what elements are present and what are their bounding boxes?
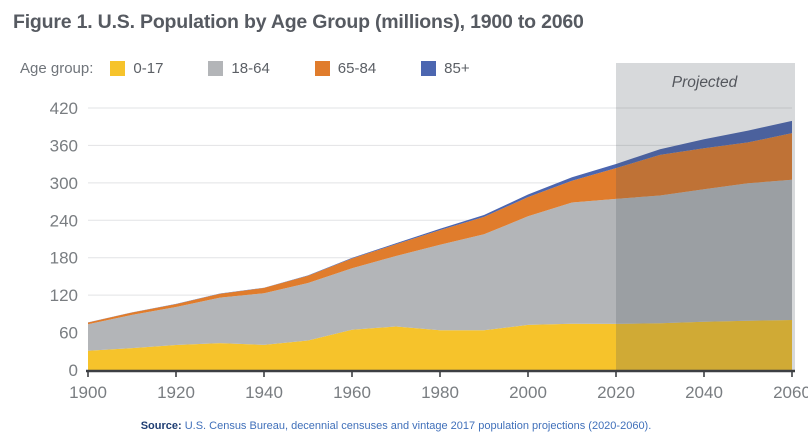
legend-item-0-17: 0-17 — [110, 60, 163, 77]
source-text: U.S. Census Bureau, decennial censuses a… — [184, 420, 652, 432]
y-tick-label-300: 300 — [50, 174, 78, 193]
x-tick-label-1940: 1940 — [245, 383, 283, 402]
legend-label-0-17: 0-17 — [133, 59, 164, 77]
legend-swatch-85-plus-icon — [421, 60, 437, 76]
figure-title: Figure 1. U.S. Population by Age Group (… — [13, 11, 584, 33]
area-85+ — [88, 120, 792, 323]
legend: Age group: 0-17 18-64 65-84 85+ — [20, 59, 515, 77]
area-18-64 — [88, 179, 792, 351]
y-tick-label-420: 420 — [50, 99, 78, 118]
y-tick-label-60: 60 — [59, 324, 78, 343]
legend-swatch-65-84-icon — [314, 60, 330, 76]
x-tick-label-2040: 2040 — [685, 383, 723, 402]
legend-label-85-plus: 85+ — [444, 59, 470, 77]
projected-region-overlay — [616, 63, 795, 370]
projected-region-label: Projected — [671, 74, 738, 91]
stacked-area-chart: 1900 1920 1940 1960 1980 2000 2020 2040 2060 0 60 1… — [50, 63, 808, 402]
legend-swatch-0-17-icon — [110, 60, 126, 76]
source-line: Source: U.S. Census Bureau, decennial cen… — [0, 420, 792, 432]
y-tick-label-240: 240 — [50, 211, 78, 230]
area-65-84 — [88, 133, 792, 325]
legend-item-18-64: 18-64 — [208, 59, 270, 77]
y-tick-label-180: 180 — [50, 249, 78, 268]
source-prefix: Source: — [140, 420, 182, 432]
y-tick-label-120: 120 — [50, 286, 78, 305]
legend-label-65-84: 65-84 — [337, 59, 377, 77]
x-tick-label-1900: 1900 — [69, 383, 107, 402]
y-tick-label-0: 0 — [69, 361, 78, 380]
legend-item-65-84: 65-84 — [314, 59, 377, 77]
legend-label-18-64: 18-64 — [231, 59, 270, 77]
x-tick-label-2060: 2060 — [773, 383, 808, 402]
legend-swatch-18-64-icon — [208, 60, 224, 76]
x-tick-label-2020: 2020 — [597, 383, 635, 402]
area-0-17 — [88, 320, 792, 370]
x-tick-label-2000: 2000 — [509, 383, 547, 402]
x-tick-label-1960: 1960 — [333, 383, 371, 402]
x-tick-label-1980: 1980 — [421, 383, 459, 402]
y-tick-label-360: 360 — [50, 136, 78, 155]
x-tick-label-1920: 1920 — [157, 383, 195, 402]
legend-title: Age group: — [20, 59, 94, 77]
legend-item-85-plus: 85+ — [421, 59, 470, 77]
